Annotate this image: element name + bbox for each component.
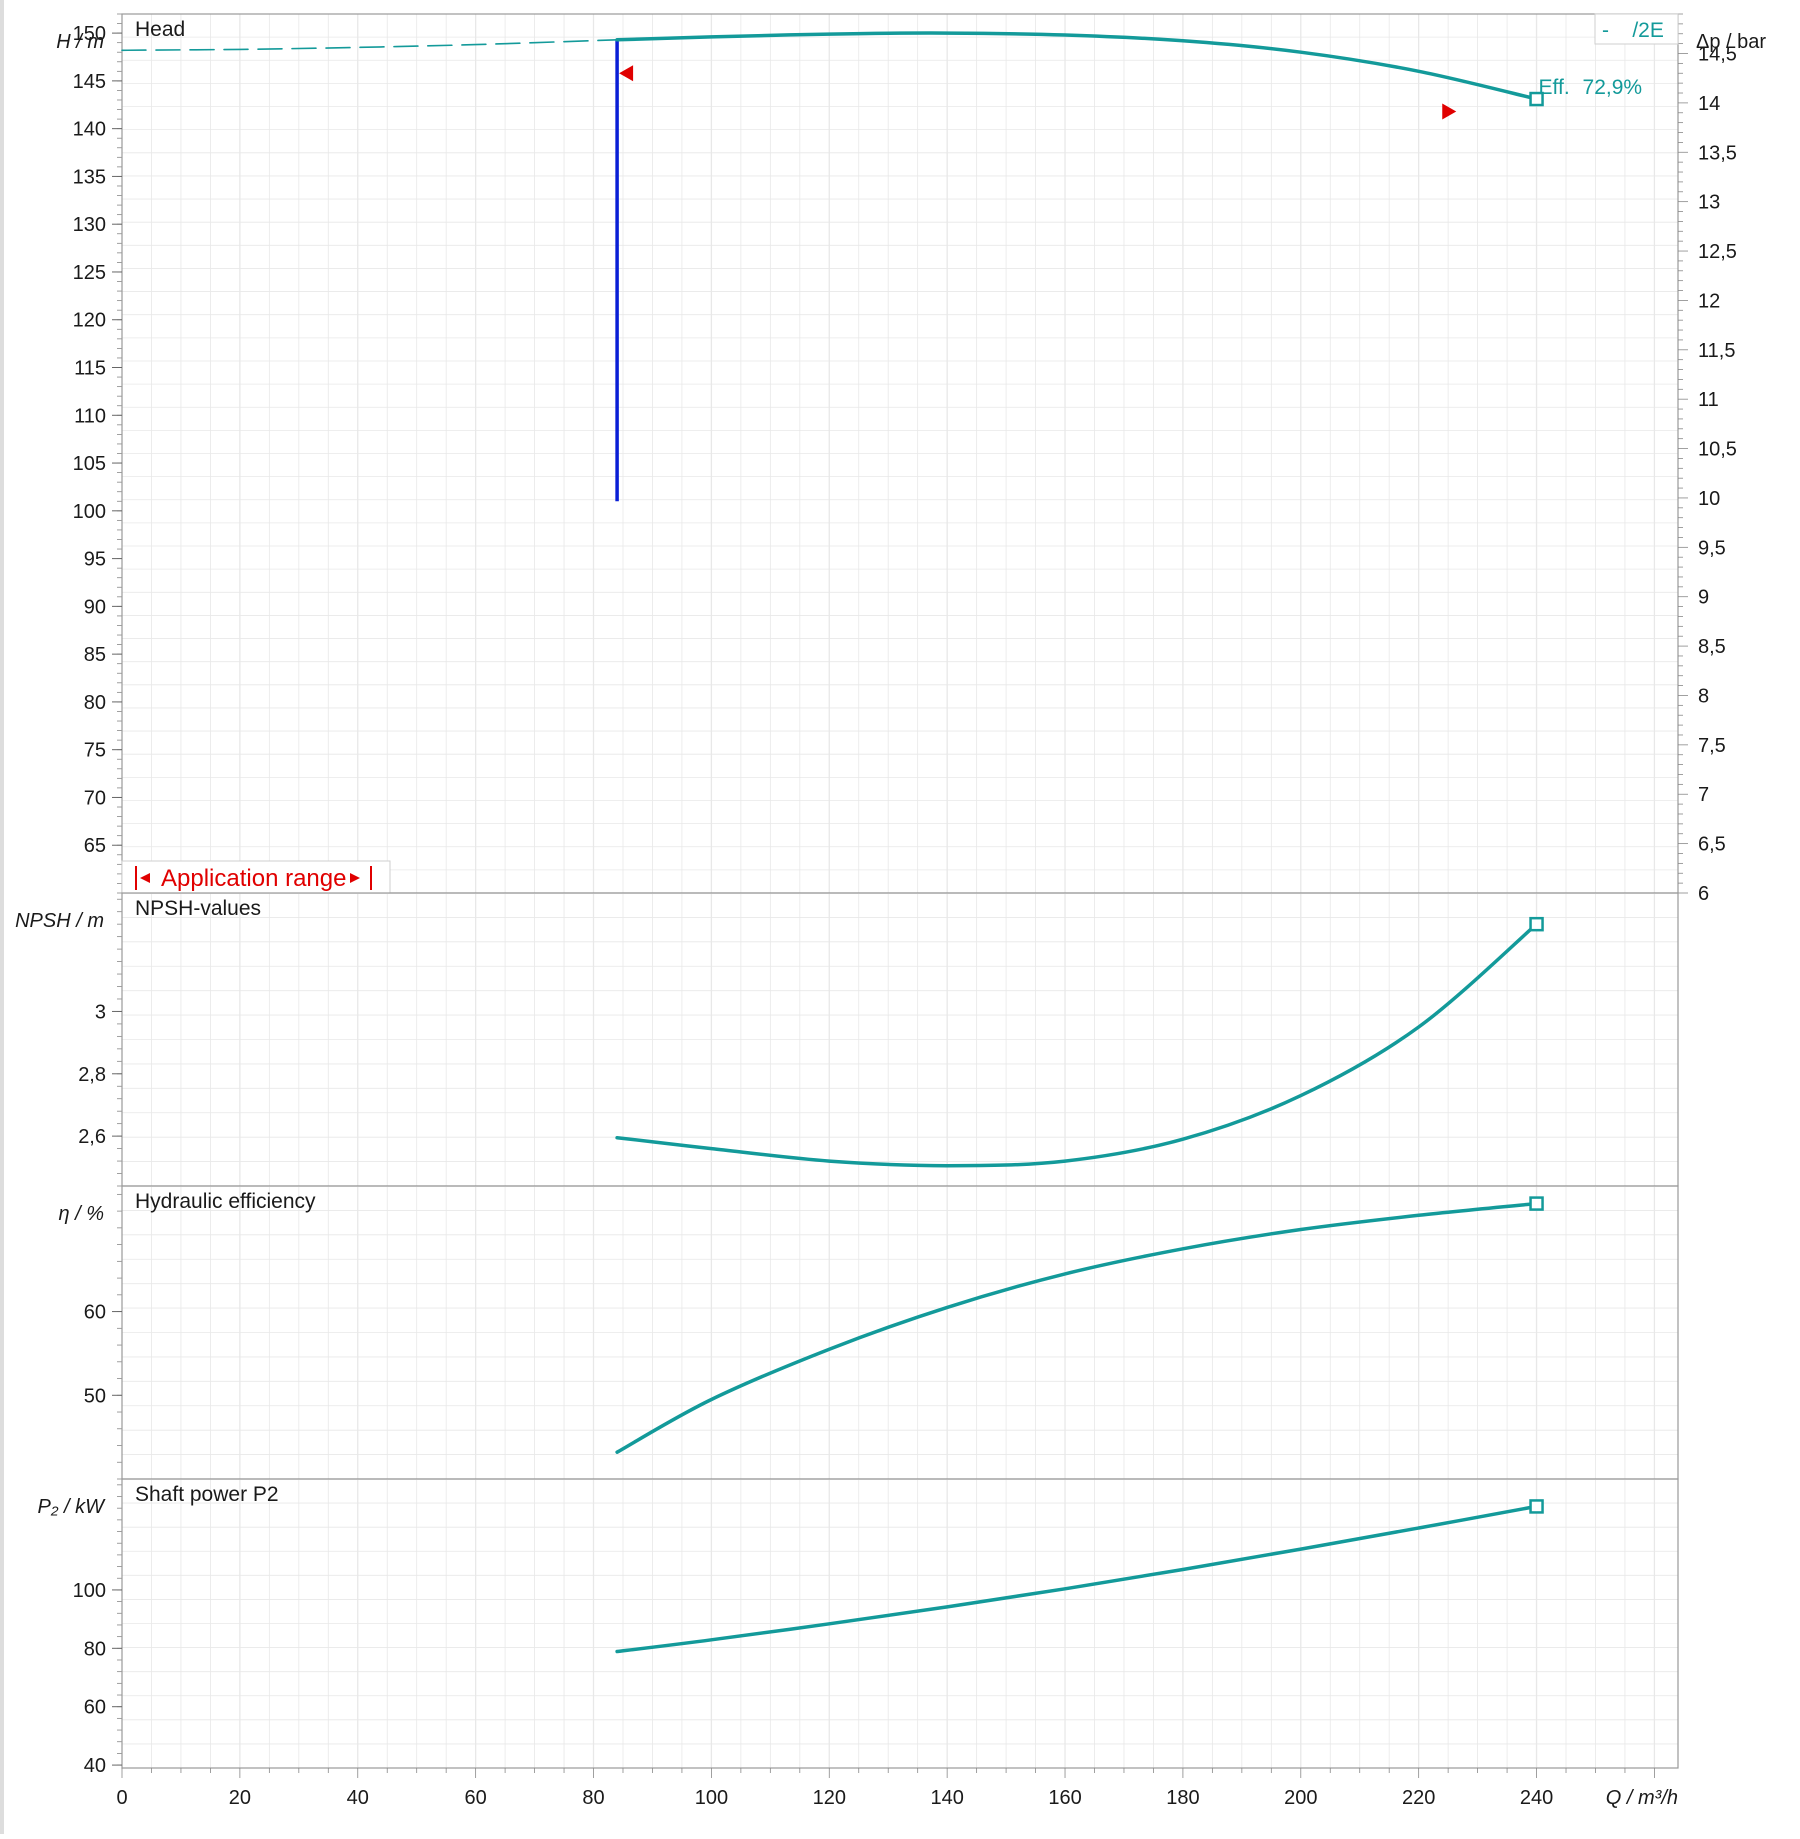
panel-title: NPSH-values [135, 897, 261, 920]
application-range-box [121, 860, 391, 894]
y-tick-label: 60 [84, 1697, 106, 1719]
panel-frame [121, 1478, 1679, 1769]
y-right-tick-label: 8 [1698, 685, 1709, 707]
y-tick-label: 110 [74, 405, 106, 427]
legend: - /2E [1594, 13, 1679, 45]
application-range: Application range [121, 860, 391, 894]
y-tick-label: 125 [73, 262, 106, 284]
application-range-left-arrow [140, 873, 150, 883]
y-axis-label: P₂ / kW [37, 1496, 106, 1518]
panel-hydraulic-efficiency: 50 60 η / % Hydraulic efficiency [58, 1185, 1679, 1480]
y-tick-label: 120 [73, 310, 106, 332]
range-marker-right [1442, 103, 1457, 120]
series-line-dashed [121, 39, 618, 52]
efficiency-annotation-label: Eff. [1539, 76, 1570, 99]
y-tick-label: 140 [73, 119, 106, 141]
y-right-tick-label: 7,5 [1698, 735, 1726, 757]
efficiency-annotation-value: 72,9% [1583, 76, 1643, 99]
y-right-tick-label: 10 [1698, 488, 1720, 510]
application-range-label: Application range [161, 865, 346, 892]
y-tick-label: 60 [84, 1302, 106, 1324]
series-line [615, 1201, 1539, 1454]
legend-entry: - /2E [1602, 19, 1664, 42]
y-tick-label: 150 [73, 23, 106, 45]
y-tick-label: 95 [84, 549, 106, 571]
left-edge-bar [0, 0, 4, 1834]
panel-title: Head [135, 18, 185, 41]
x-tick-label: 240 [1520, 1787, 1553, 1809]
x-tick-label: 120 [813, 1787, 846, 1809]
operating-point-marker [1529, 1499, 1544, 1514]
x-tick-label: 200 [1284, 1787, 1317, 1809]
x-tick-label: 20 [229, 1787, 251, 1809]
y-right-tick-label: 11,5 [1698, 340, 1735, 362]
range-marker-left [619, 65, 634, 82]
y-right-tick-label: 11 [1698, 389, 1719, 411]
y-tick-label: 65 [84, 835, 106, 857]
y-tick-label: 100 [73, 501, 106, 523]
x-tick-label: 140 [930, 1787, 963, 1809]
y-tick-label: 100 [73, 1580, 106, 1602]
panel-title: Shaft power P2 [135, 1483, 279, 1506]
operating-point-marker [1529, 91, 1544, 107]
panel-npsh-values: 2,6 2,8 3 NPSH / m NPSH-values [15, 892, 1679, 1187]
x-tick-label: 160 [1048, 1787, 1081, 1809]
y-tick-label: 2,8 [78, 1064, 106, 1086]
y-tick-label: 90 [84, 596, 106, 618]
y-tick-label: 145 [73, 71, 106, 93]
x-tick-label: 40 [347, 1787, 369, 1809]
y-right-tick-label: 13,5 [1698, 142, 1737, 164]
operating-point-marker [1529, 1196, 1544, 1211]
legend-box [1594, 13, 1679, 45]
x-tick-label: 180 [1166, 1787, 1199, 1809]
y-right-tick-label: 10,5 [1698, 439, 1737, 461]
panel-title: Hydraulic efficiency [135, 1190, 316, 1213]
panel-head: 65 70 75 80 85 90 95 100 105 110 115 120 125 130 135 14… [56, 13, 1766, 905]
y-right-tick-label: 14 [1698, 93, 1720, 115]
y-right-tick-label: 12 [1698, 290, 1720, 312]
y-tick-label: 105 [73, 453, 106, 475]
y-tick-label: 80 [84, 692, 106, 714]
panel-shaft-power-p2: 40 60 80 100 P₂ / kW Shaft power P2 0 20 40 60 80 1… [37, 1478, 1679, 1809]
application-range-right-arrow [350, 873, 360, 883]
y-tick-label: 3 [95, 1001, 106, 1023]
series-line [615, 31, 1539, 101]
y-right-tick-label: 13 [1698, 192, 1720, 214]
y-right-tick-label: 8,5 [1698, 636, 1726, 658]
y-right-tick-label: 14,5 [1698, 44, 1737, 66]
x-tick-label: 80 [582, 1787, 604, 1809]
x-tick-label: 60 [465, 1787, 487, 1809]
y-tick-label: 2,6 [78, 1126, 106, 1148]
series-line [615, 922, 1539, 1168]
y-tick-label: 75 [84, 740, 106, 762]
y-axis-label: η / % [58, 1203, 104, 1225]
x-tick-label: 220 [1402, 1787, 1435, 1809]
y-right-axis-label: Δp / bar [1696, 31, 1766, 53]
y-tick-label: 130 [73, 214, 106, 236]
y-tick-label: 50 [84, 1385, 106, 1407]
y-tick-label: 40 [84, 1755, 106, 1777]
y-tick-label: 70 [84, 787, 106, 809]
y-axis-label: NPSH / m [15, 910, 104, 932]
y-right-tick-label: 9 [1698, 587, 1709, 609]
y-right-tick-label: 9,5 [1698, 537, 1726, 559]
y-right-tick-label: 6 [1698, 883, 1709, 905]
x-tick-label: 100 [695, 1787, 728, 1809]
series-line [615, 1504, 1539, 1654]
x-tick-label: 0 [116, 1787, 127, 1809]
y-right-tick-label: 6,5 [1698, 834, 1726, 856]
y-axis-label: H / m [56, 31, 104, 53]
y-right-tick-label: 12,5 [1698, 241, 1737, 263]
operating-point-marker [1529, 916, 1544, 932]
y-tick-label: 115 [74, 358, 106, 380]
y-right-tick-label: 7 [1698, 784, 1709, 806]
x-axis-label: Q / m³/h [1606, 1787, 1678, 1809]
y-tick-label: 85 [84, 644, 106, 666]
y-tick-label: 135 [73, 166, 106, 188]
y-tick-label: 80 [84, 1638, 106, 1660]
